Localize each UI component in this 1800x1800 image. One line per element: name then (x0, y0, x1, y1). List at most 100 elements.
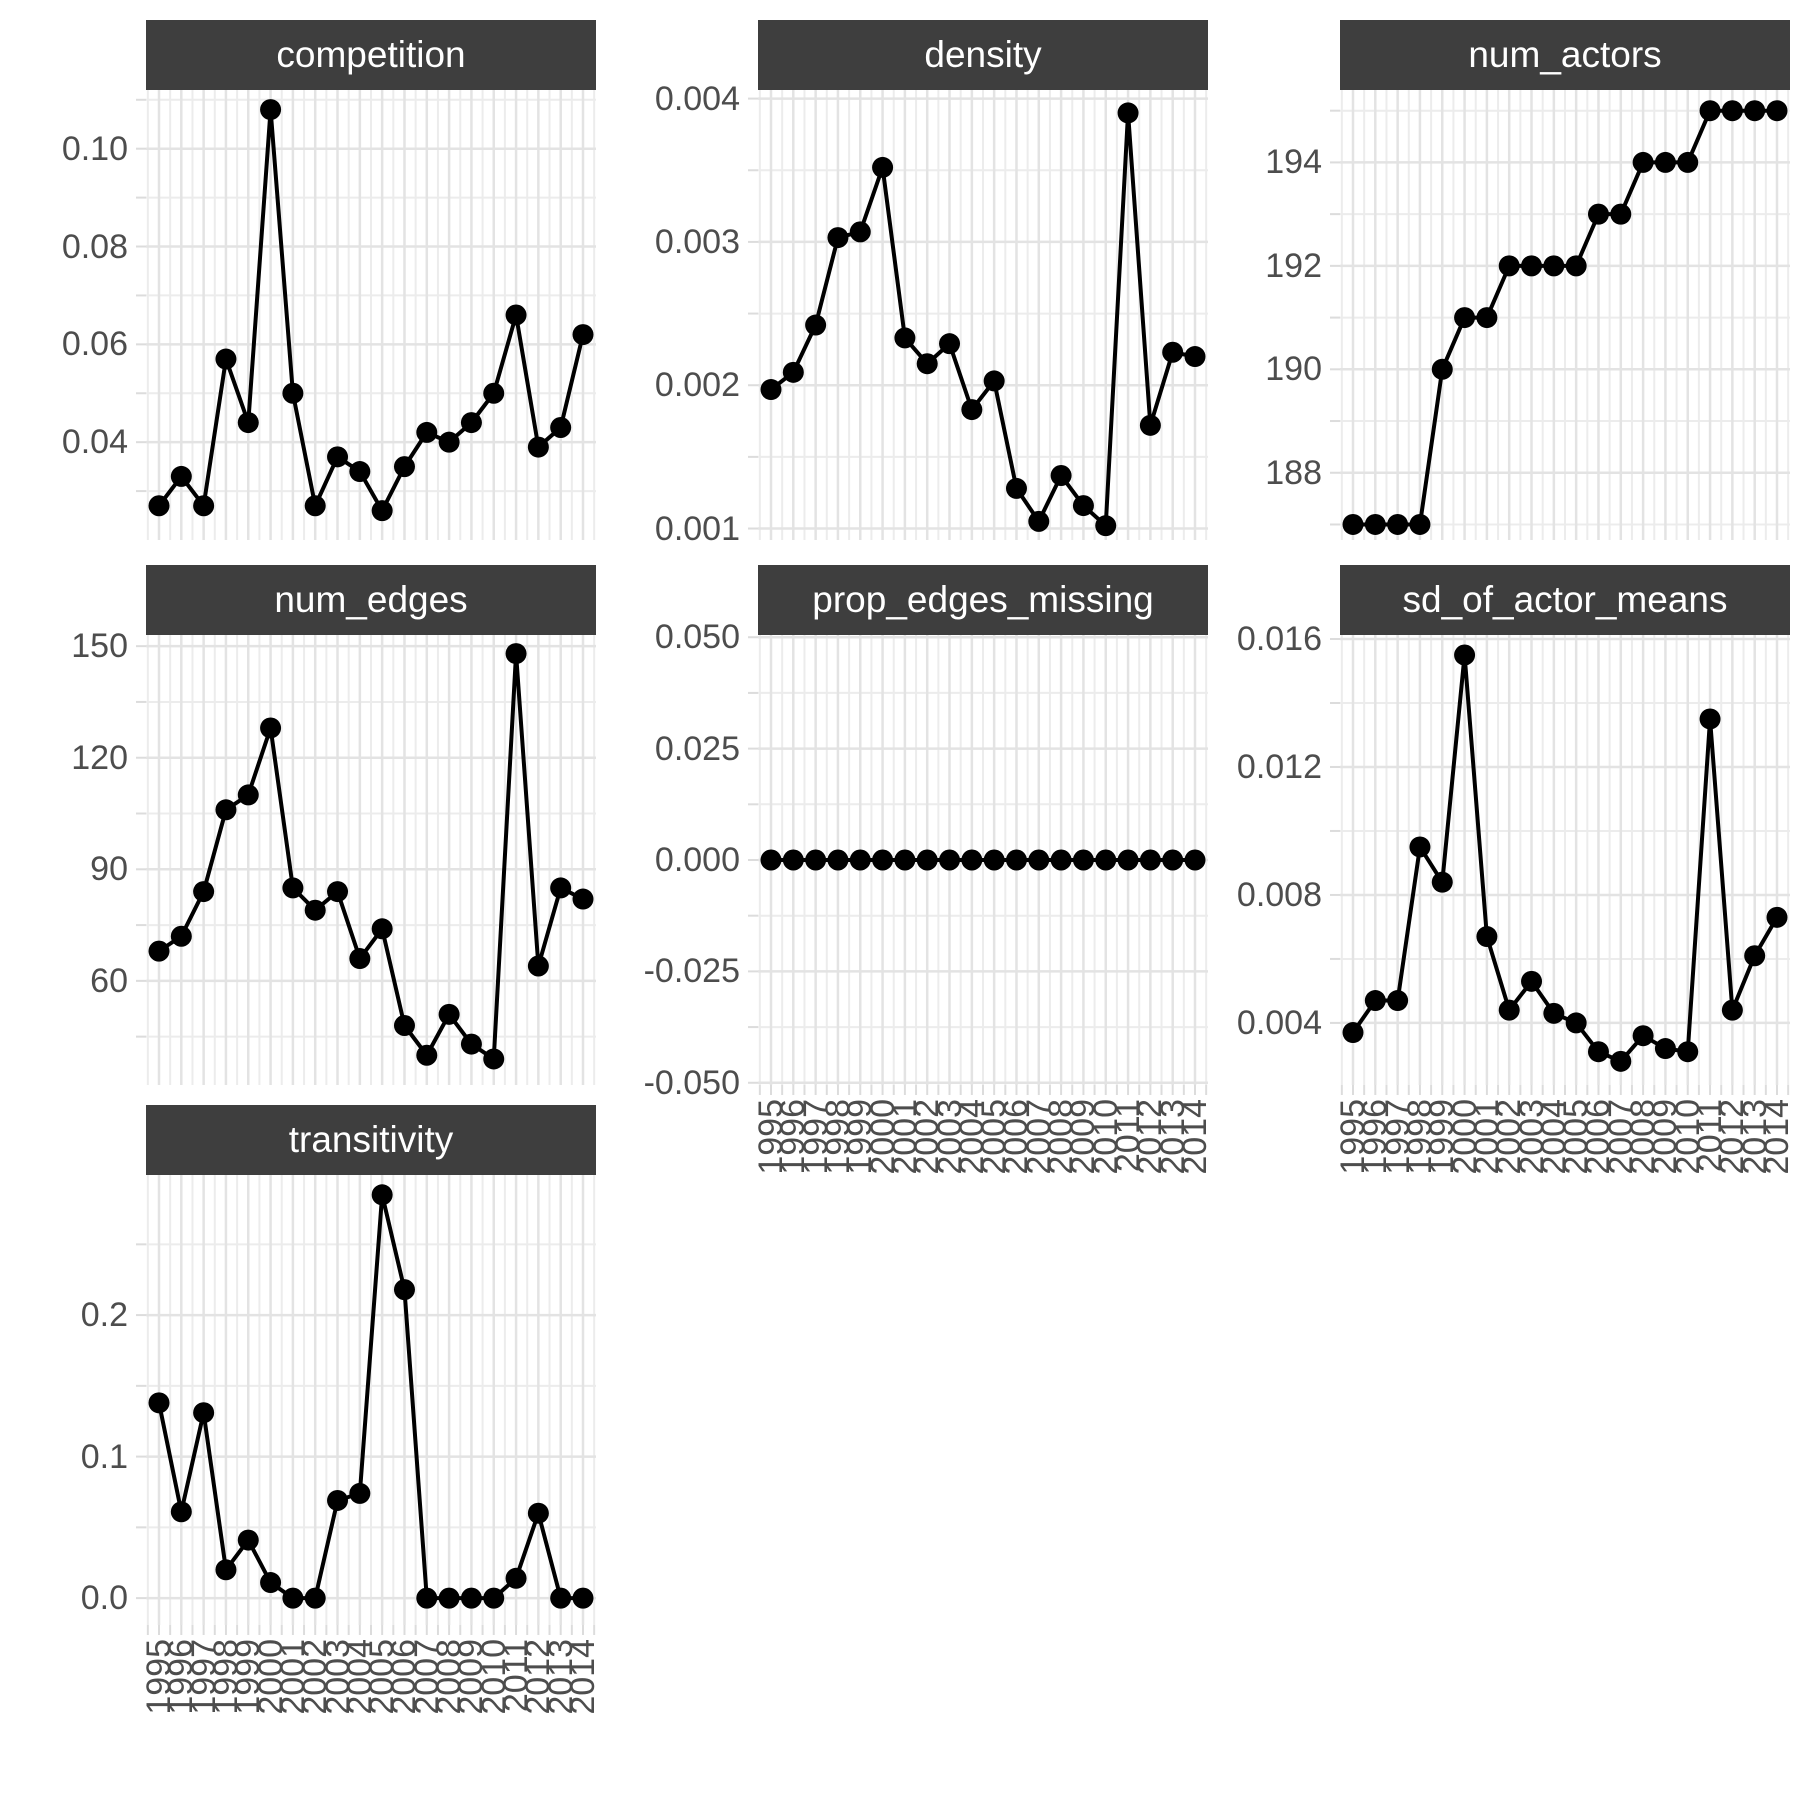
data-point (416, 421, 438, 443)
y-axis-ticks (748, 97, 758, 530)
data-point (1028, 849, 1050, 871)
data-point (1565, 255, 1587, 277)
data-point (1139, 414, 1161, 436)
facet-panel-num-edges (146, 635, 596, 1085)
data-point (1543, 1002, 1565, 1024)
y-tick-label: 0.002 (654, 366, 740, 405)
data-point (1342, 513, 1364, 535)
data-point (1766, 906, 1788, 928)
y-tick-label: 0.016 (1236, 620, 1322, 658)
y-tick-label: 0.003 (654, 222, 740, 261)
data-point (1521, 255, 1543, 277)
facet-strip-sd-of-actor-means: sd_of_actor_means (1340, 565, 1790, 635)
data-point (148, 495, 170, 517)
data-point (550, 877, 572, 899)
y-tick-label: 192 (1265, 246, 1322, 285)
data-point (237, 784, 259, 806)
data-point (1387, 990, 1409, 1012)
data-point (1699, 708, 1721, 730)
data-point (327, 446, 349, 468)
data-point (349, 948, 371, 970)
facet-strip-transitivity: transitivity (146, 1105, 596, 1175)
y-tick-label: 150 (71, 627, 128, 666)
data-point (1677, 151, 1699, 173)
data-point (805, 314, 827, 336)
y-tick-label: 0.004 (1236, 1003, 1322, 1042)
data-point (1654, 1038, 1676, 1060)
data-point (148, 1392, 170, 1414)
data-point (438, 1003, 460, 1025)
data-point (939, 333, 961, 355)
data-point (1005, 849, 1027, 871)
data-point (460, 412, 482, 434)
x-axis-ticks (146, 1625, 596, 1635)
data-point (170, 465, 192, 487)
y-tick-label: 0.04 (61, 423, 128, 462)
data-point (1117, 102, 1139, 124)
y-tick-label: 0.0 (80, 1579, 128, 1618)
data-point (782, 849, 804, 871)
data-point (1521, 970, 1543, 992)
data-point (393, 1014, 415, 1036)
data-point (1095, 515, 1117, 537)
facet-strip-density: density (758, 20, 1208, 90)
data-point (527, 955, 549, 977)
data-point (1632, 151, 1654, 173)
data-point (827, 227, 849, 249)
data-point (1005, 477, 1027, 499)
data-point (961, 849, 983, 871)
data-point (170, 925, 192, 947)
data-point (1117, 849, 1139, 871)
data-point (872, 849, 894, 871)
data-point (1454, 644, 1476, 666)
x-axis-ticks (1340, 1085, 1790, 1095)
y-tick-label: 0.06 (61, 325, 128, 364)
data-point (438, 431, 460, 453)
data-point (505, 304, 527, 326)
y-axis-ticks (136, 645, 146, 1038)
facet-panel-num-actors (1340, 90, 1790, 540)
data-point (1744, 100, 1766, 122)
data-point (1610, 203, 1632, 225)
data-point (1476, 307, 1498, 329)
data-point (438, 1587, 460, 1609)
data-point (1364, 990, 1386, 1012)
y-tick-label: -0.050 (643, 1063, 740, 1102)
data-point (505, 1567, 527, 1589)
data-point (1721, 999, 1743, 1021)
data-point (1431, 871, 1453, 893)
y-tick-label: 0.10 (61, 129, 128, 168)
y-tick-label: 190 (1265, 350, 1322, 389)
data-point (1744, 945, 1766, 967)
data-point (916, 849, 938, 871)
data-point (1454, 307, 1476, 329)
data-point (1028, 510, 1050, 532)
data-point (1654, 151, 1676, 173)
data-point (371, 918, 393, 940)
y-tick-label: 0.001 (654, 509, 740, 548)
data-point (1072, 849, 1094, 871)
x-axis-ticks (758, 1085, 1208, 1095)
data-point (260, 717, 282, 739)
data-point (1050, 849, 1072, 871)
data-point (1766, 100, 1788, 122)
y-tick-label: 0.008 (1236, 875, 1322, 914)
data-point (760, 849, 782, 871)
y-tick-label: 0.050 (654, 618, 740, 657)
y-axis-ticks (136, 98, 146, 493)
y-tick-label: 120 (71, 738, 128, 777)
y-axis-labels: 0.050 0.025 0.000 -0.025 -0.050 (600, 620, 740, 1100)
facet-panel-competition (146, 90, 596, 540)
data-point (483, 382, 505, 404)
data-point (527, 1502, 549, 1524)
data-point (961, 399, 983, 421)
data-point (849, 849, 871, 871)
y-tick-label: 0.000 (654, 841, 740, 879)
data-point (760, 379, 782, 401)
data-point (1342, 1022, 1364, 1044)
y-axis-labels: 0.016 0.012 0.008 0.004 (1182, 622, 1322, 1085)
data-point (1498, 999, 1520, 1021)
data-point (1050, 465, 1072, 487)
data-point (505, 643, 527, 665)
